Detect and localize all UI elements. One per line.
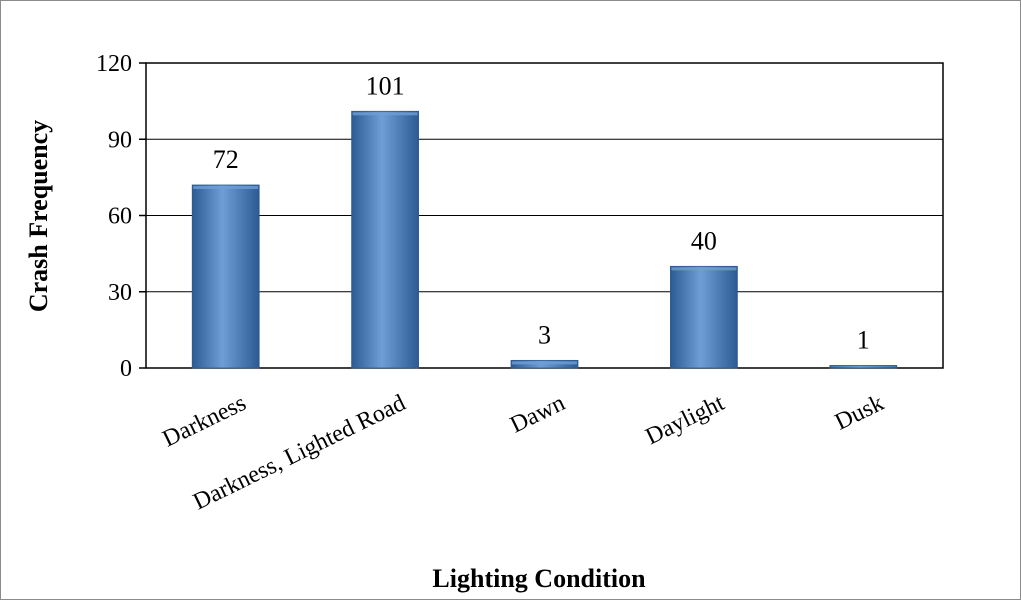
y-tick-label: 0	[120, 356, 132, 382]
bar-darkness-lighted-road	[351, 110, 419, 369]
data-labels: 72 101 3 40 1	[213, 71, 870, 354]
y-axis-title: Crash Frequency	[24, 120, 53, 312]
data-label: 1	[857, 325, 870, 354]
x-category-label: Darkness	[159, 390, 251, 453]
x-category-label: Dawn	[506, 390, 569, 438]
gridlines	[146, 138, 943, 293]
x-category-label: Dusk	[831, 390, 888, 436]
y-tick-label: 60	[108, 204, 132, 230]
bar-highlight	[512, 361, 577, 365]
y-tick-label: 30	[108, 280, 132, 306]
data-label: 3	[538, 320, 551, 349]
x-category-label: Daylight	[642, 390, 729, 450]
bar-highlight	[830, 366, 896, 367]
bar-highlight	[671, 267, 737, 271]
y-tick-label: 90	[108, 127, 132, 153]
bar-highlight	[352, 112, 418, 116]
y-axis-ticks: 0 30 60 90 120	[96, 51, 146, 382]
bars	[191, 110, 898, 369]
bar-darkness	[191, 184, 260, 369]
data-label: 40	[691, 226, 717, 255]
bar-daylight	[670, 265, 738, 369]
data-label: 72	[213, 145, 239, 174]
data-label: 101	[366, 71, 405, 100]
bar-highlight	[193, 186, 259, 189]
y-tick-label: 120	[96, 51, 132, 77]
x-axis-title: Lighting Condition	[432, 564, 646, 593]
